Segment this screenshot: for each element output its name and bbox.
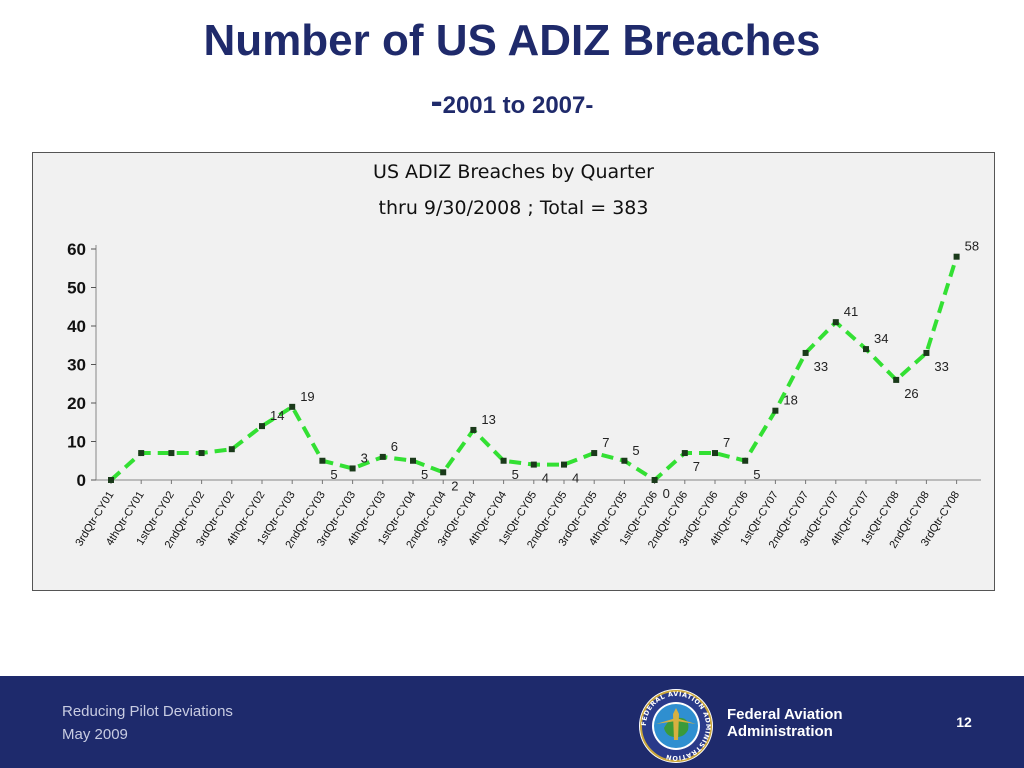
data-label: 7 xyxy=(602,435,609,450)
y-tick-label: 10 xyxy=(67,433,86,452)
data-label: 6 xyxy=(391,439,398,454)
y-tick-label: 60 xyxy=(67,240,86,259)
data-label: 13 xyxy=(481,412,495,427)
agency-line-2: Administration xyxy=(727,723,833,740)
data-label: 5 xyxy=(632,443,639,458)
faa-seal-icon: FEDERAL AVIATION ADMINISTRATION xyxy=(639,689,713,763)
data-point xyxy=(108,477,114,483)
y-tick-label: 40 xyxy=(67,317,86,336)
data-label: 0 xyxy=(663,486,670,501)
data-point xyxy=(440,469,447,476)
data-label: 5 xyxy=(512,467,519,482)
chart-frame: US ADIZ Breaches by Quarter thru 9/30/20… xyxy=(32,152,995,591)
series-line xyxy=(109,256,959,482)
y-tick-label: 0 xyxy=(77,471,86,490)
data-point xyxy=(138,450,145,457)
data-point xyxy=(319,457,326,464)
data-label: 33 xyxy=(814,359,828,374)
data-label: 41 xyxy=(844,304,858,319)
agency-name: Federal Aviation Administration xyxy=(727,706,843,740)
data-point xyxy=(802,349,809,356)
data-point xyxy=(923,349,930,356)
data-label: 14 xyxy=(270,408,284,423)
subtitle-text: 2001 to 2007- xyxy=(442,92,594,119)
data-point xyxy=(289,403,296,410)
footer-bar: Reducing Pilot Deviations May 2009 FEDER… xyxy=(0,676,1024,768)
data-point xyxy=(168,450,175,457)
y-tick-label: 20 xyxy=(67,394,86,413)
data-point xyxy=(470,426,477,433)
data-point xyxy=(561,461,567,468)
data-point xyxy=(893,376,900,383)
chart-subtitle: thru 9/30/2008 ; Total = 383 xyxy=(378,197,649,219)
data-point xyxy=(681,450,688,457)
data-label: 26 xyxy=(904,386,918,401)
data-label: 19 xyxy=(300,389,314,404)
y-tick-label: 50 xyxy=(67,279,86,298)
data-label: 4 xyxy=(542,471,549,486)
data-label: 5 xyxy=(753,467,760,482)
data-label: 2 xyxy=(451,478,458,493)
y-tick-label: 30 xyxy=(67,356,86,375)
data-label: 4 xyxy=(572,471,579,486)
data-point xyxy=(832,319,839,326)
data-point xyxy=(500,457,507,464)
data-point xyxy=(198,450,205,457)
agency-line-1: Federal Aviation xyxy=(727,706,843,723)
data-point xyxy=(863,346,869,353)
data-point xyxy=(712,450,718,457)
data-point xyxy=(953,253,960,260)
footer-presentation-title: Reducing Pilot Deviations xyxy=(62,703,233,720)
data-label: 58 xyxy=(965,239,979,254)
footer-date: May 2009 xyxy=(62,726,128,743)
page-number: 12 xyxy=(956,714,972,730)
data-label: 34 xyxy=(874,331,888,346)
slide-title: Number of US ADIZ Breaches xyxy=(203,16,821,65)
data-label: 18 xyxy=(783,393,797,408)
data-label: 5 xyxy=(330,467,337,482)
data-point xyxy=(651,477,658,483)
data-point xyxy=(772,407,779,414)
data-label: 5 xyxy=(421,467,428,482)
data-point xyxy=(410,457,416,464)
data-point xyxy=(742,457,749,464)
data-point xyxy=(228,446,235,453)
data-point xyxy=(379,453,386,460)
data-label: 7 xyxy=(723,435,730,450)
data-point xyxy=(259,423,265,430)
data-point xyxy=(591,450,598,457)
data-point xyxy=(349,465,356,472)
data-label: 7 xyxy=(693,459,700,474)
chart-title: US ADIZ Breaches by Quarter xyxy=(373,161,654,183)
slide-subtitle: -2001 to 2007- xyxy=(0,83,1024,123)
data-point xyxy=(530,461,537,468)
data-point xyxy=(621,457,628,464)
subtitle-dash: - xyxy=(430,80,443,121)
data-label: 33 xyxy=(934,359,948,374)
data-label: 3 xyxy=(361,450,368,465)
